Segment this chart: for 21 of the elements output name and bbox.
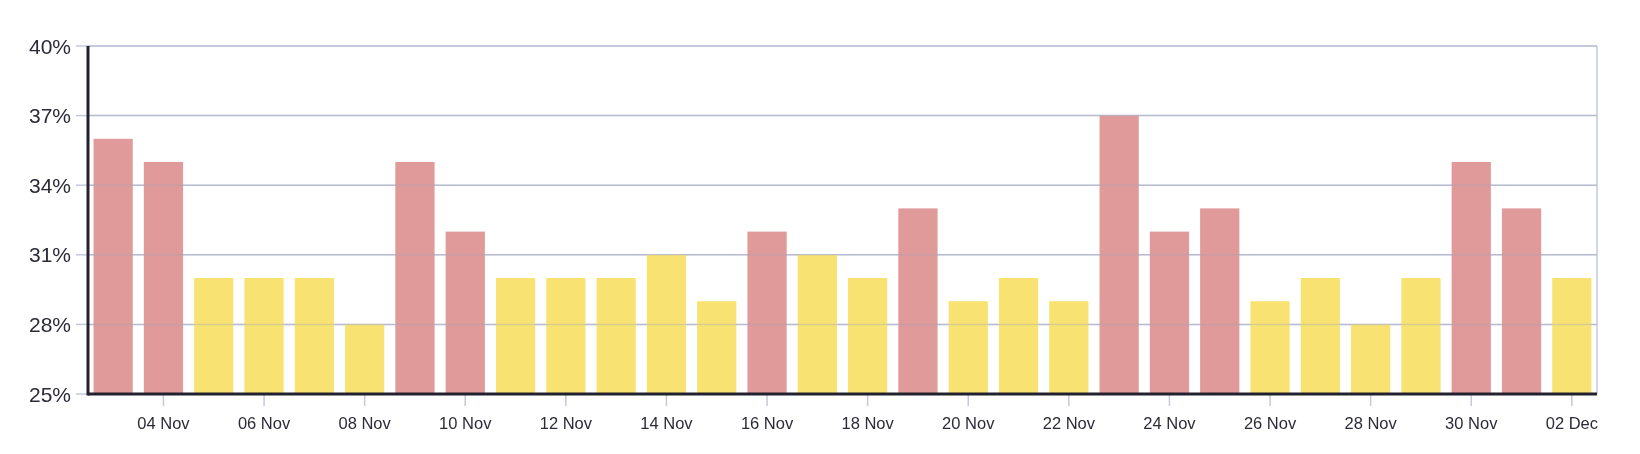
y-tick-label: 34%: [28, 173, 71, 197]
x-tick-label: 22 Nov: [1042, 414, 1096, 432]
x-tick-label: 12 Nov: [539, 414, 593, 432]
x-tick-label: 06 Nov: [237, 414, 291, 432]
y-tick-label: 25%: [28, 382, 71, 406]
y-tick-label: 31%: [28, 243, 71, 267]
x-tick-label: 18 Nov: [841, 414, 895, 432]
y-tick-label: 28%: [28, 312, 71, 336]
x-tick-label: 24 Nov: [1143, 414, 1197, 432]
y-tick-label: 37%: [28, 104, 71, 128]
x-tick-label: 10 Nov: [439, 414, 493, 432]
x-tick-label: 30 Nov: [1445, 414, 1499, 432]
x-tick-label: 02 Dec: [1545, 414, 1598, 432]
x-tick-label: 04 Nov: [137, 414, 191, 432]
x-tick-label: 14 Nov: [640, 414, 694, 432]
x-tick-label: 08 Nov: [338, 414, 392, 432]
y-tick-label: 40%: [28, 34, 71, 58]
x-tick-label: 20 Nov: [942, 414, 996, 432]
x-tick-label: 26 Nov: [1243, 414, 1297, 432]
x-tick-label: 28 Nov: [1344, 414, 1398, 432]
x-tick-label: 16 Nov: [740, 414, 794, 432]
